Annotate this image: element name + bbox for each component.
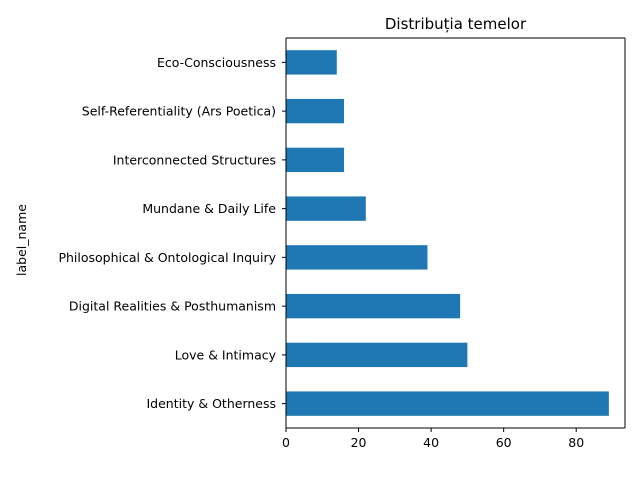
x-axis-ticks: 0 20 40 60 80: [282, 428, 584, 450]
y-tick-label: Eco-Consciousness: [157, 55, 276, 70]
bars-group: [286, 50, 609, 416]
x-tick-label: 60: [496, 435, 512, 450]
axes-spines: [285, 37, 626, 429]
y-tick-label: Digital Realities & Posthumanism: [69, 299, 276, 314]
y-axis-ticks: Identity & Otherness Love & Intimacy Digit…: [58, 55, 286, 411]
y-tick-label: Philosophical & Ontological Inquiry: [58, 250, 276, 265]
y-tick-label: Interconnected Structures: [113, 152, 276, 167]
y-tick-label: Self-Referentiality (Ars Poetica): [82, 104, 276, 119]
y-tick-label: Love & Intimacy: [175, 347, 277, 362]
bar: [286, 147, 345, 173]
x-tick-label: 40: [423, 435, 439, 450]
chart-title: Distribuția temelor: [385, 15, 527, 33]
bar: [286, 342, 468, 368]
bar: [286, 98, 345, 124]
bar: [286, 245, 428, 270]
x-tick-label: 80: [568, 435, 584, 450]
bar: [286, 196, 366, 221]
bar: [286, 50, 337, 75]
y-tick-label: Mundane & Daily Life: [142, 201, 276, 216]
y-tick-label: Identity & Otherness: [146, 396, 276, 411]
bar: [286, 293, 461, 319]
bar: [286, 391, 609, 416]
y-axis-label: label_name: [14, 204, 29, 276]
x-tick-label: 0: [282, 435, 290, 450]
x-tick-label: 20: [351, 435, 367, 450]
